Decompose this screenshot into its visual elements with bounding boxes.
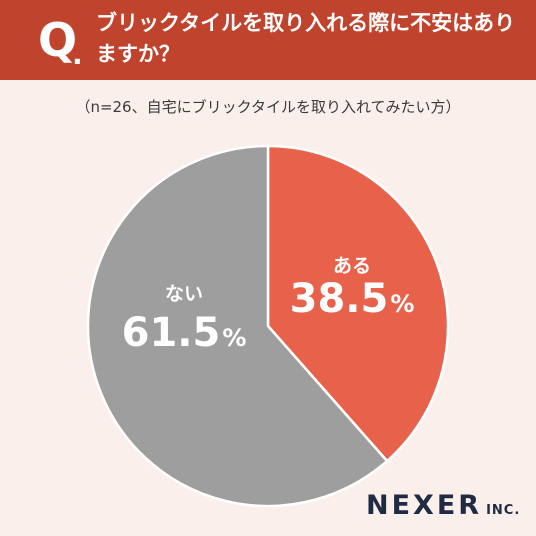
q-mark: Q <box>38 13 78 67</box>
logo-main-text: NEXER <box>366 490 483 521</box>
slice-label-nai: ない <box>165 283 203 305</box>
pie-slice-aru <box>266 144 450 463</box>
q-dot: . <box>72 38 83 71</box>
pie-slice-nai <box>86 144 389 508</box>
slice-value-aru: 38.5% <box>290 276 415 322</box>
question-header: Q . ブリックタイルを取り入れる際に不安はありますか？ <box>0 0 536 80</box>
question-text: ブリックタイルを取り入れる際に不安はありますか？ <box>96 11 516 66</box>
slice-label-aru: ある <box>333 255 371 277</box>
logo-sub-text: INC. <box>486 503 521 518</box>
slice-value-nai: 61.5% <box>122 310 247 356</box>
nexer-logo: NEXER INC. <box>366 490 520 521</box>
chart-subtitle: （n=26、自宅にブリックタイルを取り入れてみたい方） <box>75 98 461 116</box>
